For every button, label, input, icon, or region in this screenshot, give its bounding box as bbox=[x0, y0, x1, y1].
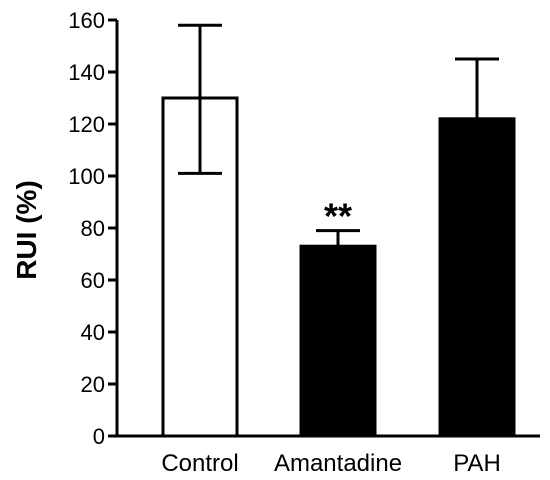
x-category-label: Amantadine bbox=[274, 450, 402, 477]
y-tick-label: 60 bbox=[81, 268, 105, 293]
labels: 0 20 40 60 80 100 120 140 160 Control Amantadine PA… bbox=[68, 8, 501, 477]
y-tick-label: 160 bbox=[68, 8, 105, 33]
y-tick-label: 140 bbox=[68, 60, 105, 85]
bar-amantadine bbox=[299, 244, 377, 438]
y-tick-label: 80 bbox=[81, 216, 105, 241]
y-tick-label: 40 bbox=[81, 320, 105, 345]
error-bars bbox=[178, 23, 499, 247]
x-category-label: PAH bbox=[453, 450, 501, 477]
y-tick-label: 20 bbox=[81, 372, 105, 397]
significance-marker: ** bbox=[324, 196, 352, 237]
bars bbox=[161, 96, 516, 438]
bar-pah bbox=[438, 117, 516, 438]
y-tick-label: 120 bbox=[68, 112, 105, 137]
y-axis-label: RUI (%) bbox=[11, 180, 42, 280]
y-tick-label: 0 bbox=[93, 424, 105, 449]
y-tick-label: 100 bbox=[68, 164, 105, 189]
x-category-label: Control bbox=[161, 450, 238, 477]
